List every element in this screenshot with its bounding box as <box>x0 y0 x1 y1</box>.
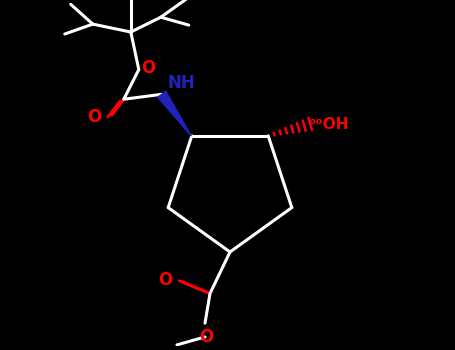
Text: O: O <box>199 328 213 346</box>
Polygon shape <box>158 91 192 136</box>
Text: ᵒᵒOH: ᵒᵒOH <box>308 117 349 132</box>
Text: NH: NH <box>168 74 196 92</box>
Text: O: O <box>87 108 102 126</box>
Text: O: O <box>158 271 172 289</box>
Text: O: O <box>141 58 155 77</box>
